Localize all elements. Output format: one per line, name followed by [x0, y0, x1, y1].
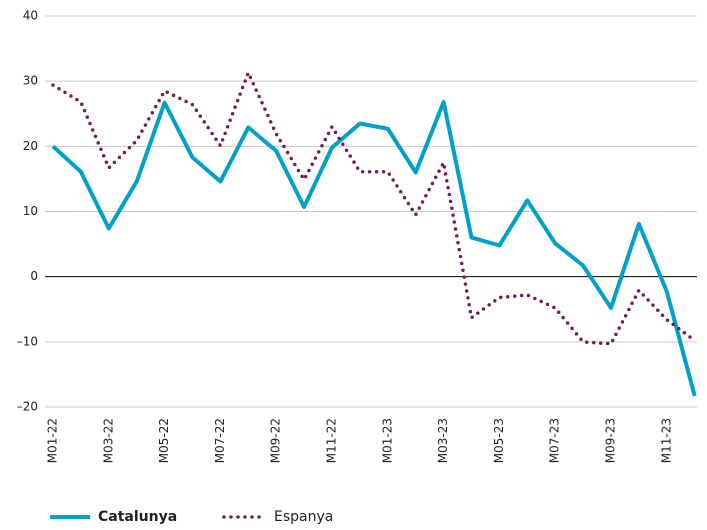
- x-tick-label: M07-23: [548, 418, 562, 463]
- x-tick-label: M09-23: [604, 418, 618, 463]
- x-tick-label: M07-22: [213, 418, 227, 463]
- x-tick-label: M01-22: [46, 418, 60, 463]
- y-tick-label: 30: [23, 74, 38, 88]
- y-tick-label: 10: [23, 204, 38, 218]
- x-tick-label: M03-22: [101, 418, 115, 463]
- x-tick-label: M11-22: [325, 418, 339, 463]
- x-tick-label: M09-22: [269, 418, 283, 463]
- x-tick-label: M05-23: [492, 418, 506, 463]
- y-tick-label: –10: [17, 334, 38, 348]
- series-line: [51, 70, 697, 346]
- x-tick-label: M05-22: [157, 418, 171, 463]
- y-tick-label: –20: [17, 400, 38, 414]
- x-tick-label: M11-23: [659, 418, 673, 463]
- y-tick-label: 20: [23, 139, 38, 153]
- x-tick-label: M03-23: [436, 418, 450, 463]
- y-tick-label: 40: [23, 9, 38, 23]
- legend-label: Espanya: [274, 509, 333, 525]
- series-line: [51, 100, 697, 397]
- y-tick-label: 0: [30, 269, 38, 283]
- legend-label: Catalunya: [98, 509, 177, 525]
- x-tick-label: M01-23: [380, 418, 394, 463]
